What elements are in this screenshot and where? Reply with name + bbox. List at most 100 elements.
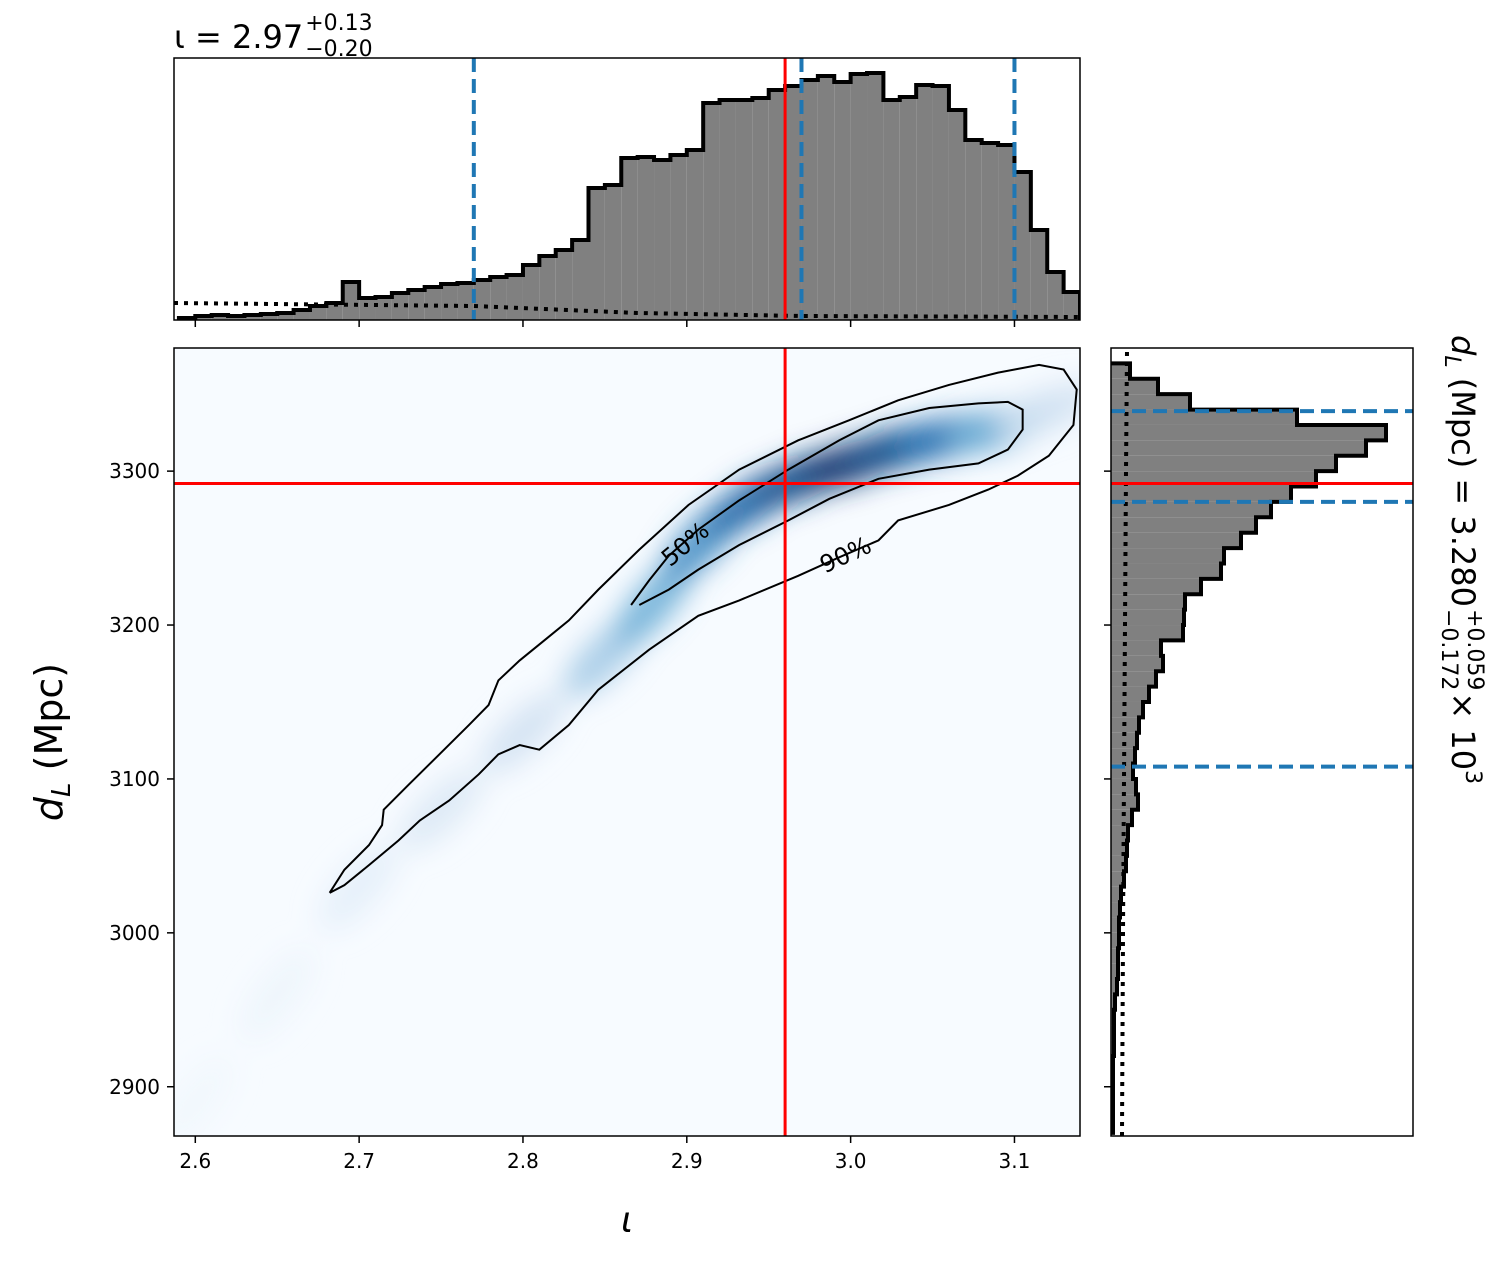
right-title-sup: +0.059	[1462, 609, 1487, 690]
density-cell	[174, 1056, 233, 1136]
hist-bar	[572, 240, 589, 320]
hist-bar	[522, 265, 540, 320]
x-tick-label: 2.8	[507, 1149, 539, 1173]
hist-bar	[1111, 455, 1336, 472]
hist-bar	[342, 282, 360, 320]
contour	[630, 400, 1024, 606]
right-title-subscript: L	[1439, 355, 1464, 367]
hist-bar	[1111, 532, 1241, 549]
hist-bar	[555, 250, 573, 320]
hist-bar	[539, 256, 556, 320]
right-title-sub: −0.172	[1436, 609, 1461, 690]
hist-bar	[752, 98, 769, 320]
right-title: dL (Mpc) = 3.280+0.059−0.172 × 103	[1436, 335, 1487, 784]
hist-bar	[703, 103, 720, 320]
hist-bar	[1111, 640, 1161, 656]
top-title-sub: −0.20	[305, 37, 372, 62]
hist-bar	[244, 315, 261, 320]
hist-bar	[719, 100, 736, 320]
hist-bar	[932, 86, 949, 320]
hist-bar	[375, 297, 392, 320]
y-label-unit: (Mpc)	[27, 663, 71, 783]
hist-bar	[1111, 563, 1221, 579]
hist-bar	[1111, 809, 1132, 826]
hist-bar	[1063, 292, 1080, 320]
axes-frame	[173, 347, 1081, 1137]
density-cell	[319, 843, 399, 930]
x-axis-label: ι	[621, 1200, 633, 1241]
hist-bar	[965, 140, 982, 320]
hist-bar	[1111, 378, 1158, 395]
hist-bar	[277, 313, 294, 320]
right-title-tail: × 103	[1444, 692, 1485, 784]
hist-bar	[1111, 548, 1224, 564]
hist-bar	[391, 293, 409, 320]
x-tick-label: 2.6	[179, 1149, 211, 1173]
hist-bar	[801, 80, 818, 320]
hist-bar	[768, 90, 786, 320]
y-tick-label: 3100	[109, 767, 160, 791]
density-cell	[995, 382, 1080, 437]
axes-frame	[1110, 347, 1414, 1137]
hist-outline	[1111, 361, 1388, 1135]
top-title: ι = 2.97	[174, 18, 303, 56]
density-cell	[240, 948, 315, 1040]
hist-bar	[211, 315, 229, 320]
hist-bar	[1111, 440, 1366, 456]
main-panel-bg	[174, 348, 1080, 1136]
hist-bar	[1111, 578, 1201, 595]
hist-bar	[588, 188, 605, 320]
hist-bar	[834, 82, 851, 320]
y-label-subscript: L	[47, 782, 77, 797]
hist-bar	[1111, 871, 1124, 887]
right-title-tail-text: × 10	[1444, 692, 1482, 770]
prior-line	[174, 301, 1080, 319]
hist-bar	[1111, 963, 1118, 980]
hist-bar	[735, 100, 753, 320]
right-title-exponent: 3	[1460, 770, 1485, 784]
hist-bar	[1111, 517, 1256, 533]
hist-bar	[1111, 424, 1386, 441]
hist-bar	[260, 314, 278, 320]
hist-bar	[998, 145, 1015, 320]
hist-bar	[850, 74, 868, 320]
y-label-symbol: d	[27, 796, 71, 821]
hist-bar	[1111, 501, 1271, 518]
right-title-text: (Mpc) = 3.280	[1444, 368, 1482, 607]
hist-bar	[1111, 825, 1128, 841]
hist-bar	[359, 298, 376, 320]
hist-bar	[1030, 230, 1048, 320]
hist-bar	[1111, 948, 1118, 964]
y-tick-label: 3300	[109, 459, 160, 483]
top-marginal	[174, 58, 1080, 320]
hist-bar	[817, 76, 835, 320]
hist-bar	[1111, 486, 1291, 502]
hist-bar	[916, 85, 933, 320]
right-title-symbol: d	[1444, 335, 1482, 356]
hist-bar	[1111, 917, 1119, 933]
hist-bar	[1111, 855, 1126, 872]
hist-bar	[1111, 394, 1190, 410]
hist-bar	[1014, 172, 1031, 320]
right-marginal	[1111, 351, 1413, 1136]
hist-bar	[1111, 686, 1149, 702]
hist-bar	[899, 97, 917, 320]
hist-bar	[457, 283, 474, 320]
y-axis-label: dL (Mpc)	[27, 663, 77, 821]
hist-bar	[981, 143, 999, 320]
right-title-main: dL (Mpc) = 3.280	[1439, 335, 1482, 607]
hist-bar	[1111, 902, 1120, 918]
hist-bar	[1111, 732, 1137, 749]
hist-bar	[867, 73, 884, 320]
hist-bar	[1111, 409, 1297, 425]
hist-bar	[1111, 671, 1156, 687]
hist-bar	[1047, 272, 1064, 320]
main-plot	[174, 348, 1080, 1136]
hist-bar	[441, 284, 458, 320]
hist-bar	[1111, 701, 1143, 718]
hist-bar	[670, 155, 687, 320]
hist-bar	[424, 287, 442, 320]
x-tick-label: 2.7	[343, 1149, 375, 1173]
hist-bar	[686, 150, 704, 320]
